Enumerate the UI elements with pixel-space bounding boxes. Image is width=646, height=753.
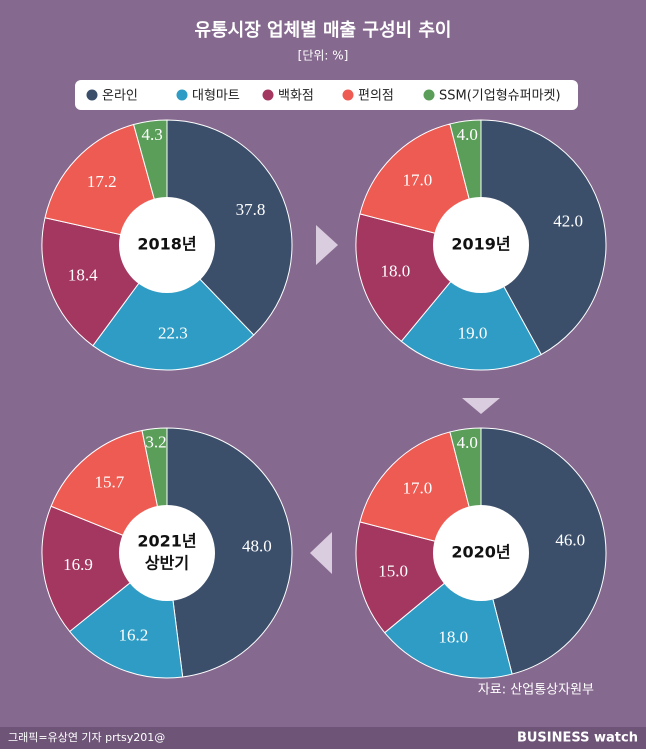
pie-slice <box>166 119 293 336</box>
value-label: 48.0 <box>242 536 272 555</box>
pie-slice <box>166 427 293 678</box>
legend-label: 온라인 <box>102 89 138 104</box>
value-label: 46.0 <box>555 531 585 550</box>
pie-slice <box>92 244 255 371</box>
value-label: 18.0 <box>381 262 411 281</box>
source: 자료: 산업통상자원부 <box>478 683 594 698</box>
footer-bar <box>0 727 646 749</box>
value-label: 16.9 <box>63 555 93 574</box>
center-hole <box>433 505 529 601</box>
arrow <box>310 532 332 574</box>
brand: BUSINESS watch <box>517 731 638 746</box>
center-hole <box>119 505 215 601</box>
value-label: 19.0 <box>458 324 488 343</box>
value-label: 15.0 <box>378 562 408 581</box>
center-hole <box>433 197 529 293</box>
pie-slice <box>400 244 542 371</box>
value-label: 16.2 <box>118 625 148 644</box>
value-label: 4.3 <box>142 125 163 144</box>
value-label: 4.0 <box>457 125 478 144</box>
legend-swatch <box>342 89 354 101</box>
center-label: 2021년 <box>137 532 196 551</box>
value-label: 4.0 <box>457 433 478 452</box>
pies: 37.8 22.3 18.4 17.2 4.3 2018년 42.0 19.0 18.0 17.0… <box>41 119 607 679</box>
legend-label: SSM(기업형슈퍼마켓) <box>439 89 561 104</box>
legend-label: 편의점 <box>358 89 394 104</box>
legend-label: 대형마트 <box>192 89 240 104</box>
legend-swatch <box>262 89 274 101</box>
value-label: 15.7 <box>95 473 125 492</box>
legend: 온라인 대형마트 백화점 편의점 SSM(기업형슈퍼마켓) <box>86 89 561 104</box>
arrow <box>316 225 338 265</box>
value-label: 17.0 <box>402 478 432 497</box>
value-label: 17.2 <box>87 172 117 191</box>
center-label: 2019년 <box>451 235 510 254</box>
pie-slice <box>480 119 607 356</box>
value-label: 3.2 <box>145 432 166 451</box>
value-label: 42.0 <box>553 212 583 231</box>
legend-swatch <box>176 89 188 101</box>
legend-swatch <box>423 89 435 101</box>
value-label: 17.0 <box>402 170 432 189</box>
value-label: 22.3 <box>158 324 188 343</box>
chart-title: 유통시장 업체별 매출 구성비 추이 <box>195 20 452 41</box>
center-hole <box>119 197 215 293</box>
pie-slice <box>41 505 168 633</box>
center-label: 2020년 <box>451 543 510 562</box>
legend-label: 백화점 <box>278 89 314 104</box>
pie-slice <box>480 427 607 675</box>
chart-subtitle: [단위: %] <box>298 49 349 63</box>
legend-box <box>75 80 578 110</box>
legend-swatch <box>86 89 98 101</box>
value-label: 18.4 <box>68 265 98 284</box>
center-label: 상반기 <box>145 554 189 573</box>
center-label: 2018년 <box>137 235 196 254</box>
value-label: 18.0 <box>438 628 468 647</box>
arrow <box>462 398 500 414</box>
credit: 그래픽=유상연 기자 prtsy201@ <box>8 731 165 744</box>
value-label: 37.8 <box>236 200 266 219</box>
